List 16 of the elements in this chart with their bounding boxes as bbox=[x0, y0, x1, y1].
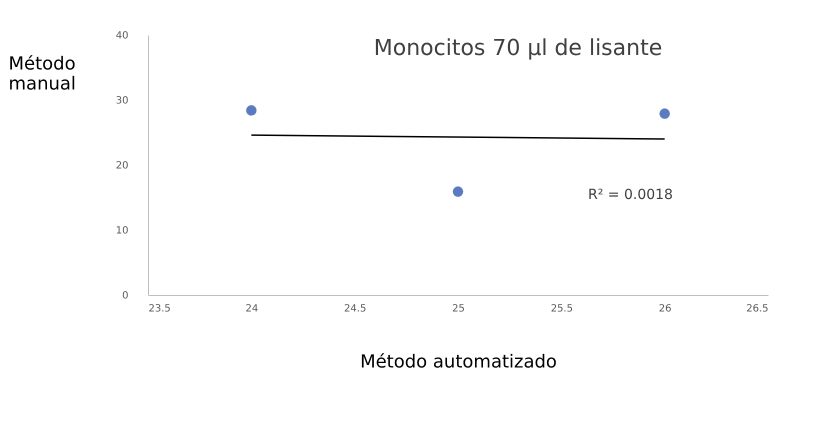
chart-title: Monocitos 70 µl de lisante bbox=[374, 36, 662, 61]
x-tick-label: 25 bbox=[452, 304, 465, 314]
y-axis-title: Método manual bbox=[8, 54, 76, 94]
x-axis-title: Método automatizado bbox=[360, 352, 557, 372]
y-tick-label: 20 bbox=[116, 160, 128, 172]
x-tick-label: 24.5 bbox=[344, 304, 366, 314]
x-tick-label: 25.5 bbox=[550, 304, 573, 314]
annotation: R² = 0.0018 bbox=[588, 187, 673, 203]
y-tick-label: 10 bbox=[116, 226, 128, 236]
y-tick-label: 30 bbox=[116, 96, 128, 106]
y-tick-label: 40 bbox=[116, 30, 128, 42]
x-tick-label: 24 bbox=[245, 304, 258, 314]
x-tick-label: 23.5 bbox=[148, 304, 171, 314]
x-tick-label: 26.5 bbox=[746, 304, 768, 314]
y-tick-label: 0 bbox=[122, 290, 128, 302]
x-tick-label: 26 bbox=[658, 304, 672, 314]
